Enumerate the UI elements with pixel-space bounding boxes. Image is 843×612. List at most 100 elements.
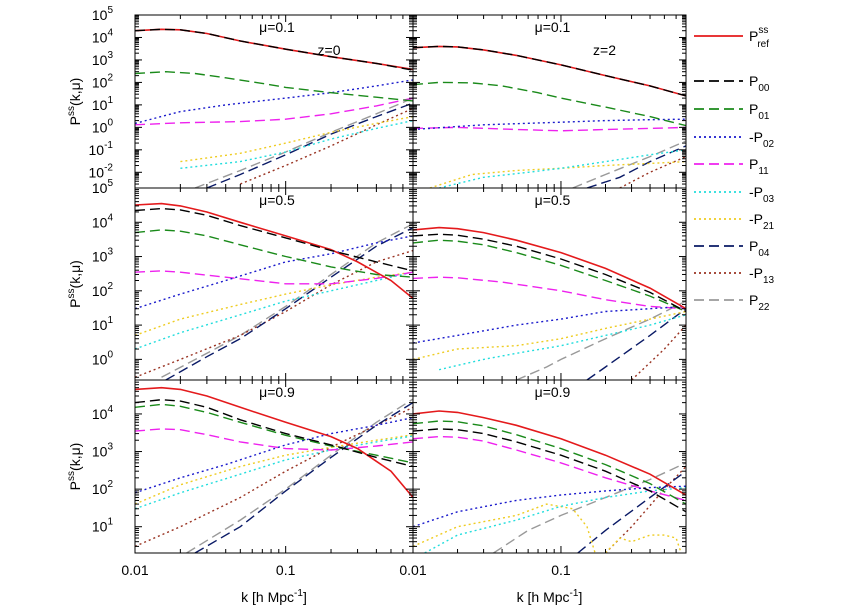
series-line-P04-mu01-z2: [586, 145, 686, 188]
panel-mu01-z2: μ=0.1 z=2: [412, 14, 687, 189]
legend-label: P01: [749, 101, 770, 122]
panel-mu05-z0: μ=0.5: [134, 187, 414, 381]
series-line-P11-mu01-z2: [413, 126, 686, 132]
series-line-P04-mu05-z0: [165, 226, 413, 380]
legend-item-ref: Pss ref: [694, 25, 769, 50]
legend-item-P00: P00: [694, 73, 770, 94]
y-tick-label: 104: [92, 212, 114, 230]
series-line-P22-mu01-z2: [572, 140, 686, 188]
panel-mu09-z2: μ=0.9: [412, 379, 687, 554]
series-line-P11-mu05-z2: [413, 276, 686, 310]
series-line-ref-mu09-z0: [135, 386, 413, 499]
y-tick-label: 104: [92, 404, 114, 422]
panel-frame: [412, 187, 687, 381]
series-line-P00-mu05-z0: [135, 207, 413, 272]
y-tick-label: 10-1: [89, 140, 114, 158]
panel-frame: [134, 187, 414, 381]
mu-label: μ=0.1: [535, 19, 571, 35]
y-tick-label: 10-2: [89, 162, 114, 180]
y-tick-label: 102: [92, 479, 114, 497]
y-tick-label: 101: [92, 95, 114, 113]
y-tick-label: 102: [92, 281, 114, 299]
series-line-P22-mu09-z0: [186, 398, 413, 553]
panel-mu09-z0: μ=0.9: [134, 379, 414, 554]
z-label: z=2: [593, 42, 616, 58]
series-line-P02-mu05-z0: [135, 235, 413, 310]
mu-label: μ=0.9: [259, 384, 295, 400]
series-line-P03-mu05-z2: [438, 314, 686, 371]
series-line-P21-mu01-z2: [429, 160, 686, 188]
legend-item-P13: -P13: [694, 265, 775, 286]
x-tick-label: 0.1: [551, 562, 571, 578]
y-tick-label: 101: [92, 315, 114, 333]
series-line-P03-mu09-z0: [135, 435, 413, 510]
y-tick-label: 105: [92, 178, 114, 196]
panel-series: [413, 45, 686, 188]
y-tick-label: 103: [92, 442, 114, 460]
legend-label: -P02: [749, 129, 775, 150]
y-axis-title: Pss(k,μ): [66, 78, 83, 126]
series-line-P21-mu09-z2: [604, 534, 682, 553]
panel-frame: [134, 379, 414, 554]
panel-series: [135, 202, 413, 380]
series-line-P11-mu09-z2: [413, 435, 686, 502]
legend: Pss ref P00 P01 -P02 P11 -P03 -P21 P04 -P13 P22: [694, 25, 775, 313]
series-line-P21-mu01-z0: [180, 115, 413, 163]
legend-label: -P21: [749, 211, 775, 232]
series-line-P21-mu05-z0: [135, 271, 413, 337]
legend-item-P01: P01: [694, 101, 770, 122]
legend-item-P04: P04: [694, 238, 770, 259]
y-tick-label: 100: [92, 349, 114, 367]
legend-item-P03: -P03: [694, 184, 775, 205]
y-axis-labels: 10-2 10-1 100 101 102 103 104 105 Pss(k,μ) 100 101…: [66, 5, 113, 535]
series-line-P01-mu01-z0: [135, 70, 413, 102]
series-line-P02-mu01-z0: [135, 79, 413, 125]
series-line-P13-mu01-z0: [240, 107, 413, 185]
series-line-P01-mu09-z2: [413, 420, 686, 505]
series-line-P00-mu01-z2: [413, 45, 686, 97]
series-line-P03-mu05-z0: [135, 271, 413, 350]
series-line-P00-mu01-z0: [135, 28, 413, 71]
series-line-ref-mu05-z0: [135, 202, 413, 300]
series-line-P13-mu05-z2: [631, 324, 686, 380]
x-tick-label: 0.1: [276, 562, 296, 578]
legend-label: P22: [749, 292, 770, 313]
legend-label: P00: [749, 73, 770, 94]
mu-label: μ=0.9: [535, 384, 571, 400]
legend-label: -P13: [749, 265, 775, 286]
z-label: z=0: [318, 42, 341, 58]
y-tick-label: 103: [92, 247, 114, 265]
y-tick-label: 104: [92, 27, 114, 45]
series-line-P04-mu09-z0: [194, 402, 413, 553]
series-line-P01-mu01-z2: [413, 81, 686, 127]
y-tick-label: 100: [92, 117, 114, 135]
legend-label: P11: [749, 156, 769, 177]
y-tick-label: 103: [92, 50, 114, 68]
panel-mu05-z2: μ=0.5: [412, 187, 687, 381]
panel-series: [413, 226, 686, 380]
mu-label: μ=0.5: [259, 192, 295, 208]
series-line-P11-mu01-z0: [135, 97, 413, 126]
mu-label: μ=0.5: [535, 192, 571, 208]
series-line-P00-mu09-z2: [413, 428, 686, 513]
legend-label: P04: [749, 238, 770, 259]
series-line-P22-mu05-z0: [161, 223, 413, 378]
y-axis-title: Pss(k,μ): [66, 443, 83, 491]
series-line-ref-mu01-z2: [413, 45, 686, 97]
series-line-P04-mu01-z0: [206, 102, 413, 188]
series-line-P21-mu09-z0: [135, 434, 413, 505]
legend-label: -P03: [749, 184, 775, 205]
x-axis-labels: 0.01 0.1 k [h Mpc-1] 0.1 0.01 k [h Mpc-1]: [121, 562, 582, 605]
x-axis-title: k [h Mpc-1]: [241, 588, 307, 605]
series-line-P03-mu01-z0: [180, 119, 413, 169]
x-axis-title: k [h Mpc-1]: [517, 588, 583, 605]
panel-frame: [412, 379, 687, 554]
series-line-P02-mu05-z2: [413, 305, 686, 344]
series-line-P00-mu09-z0: [135, 398, 413, 468]
series-line-P02-mu09-z2: [413, 485, 686, 528]
x-tick-label: 0.01: [121, 562, 148, 578]
series-line-P03-mu09-z2: [424, 486, 686, 553]
panel-frame: [134, 14, 414, 189]
panel-series: [413, 410, 686, 553]
